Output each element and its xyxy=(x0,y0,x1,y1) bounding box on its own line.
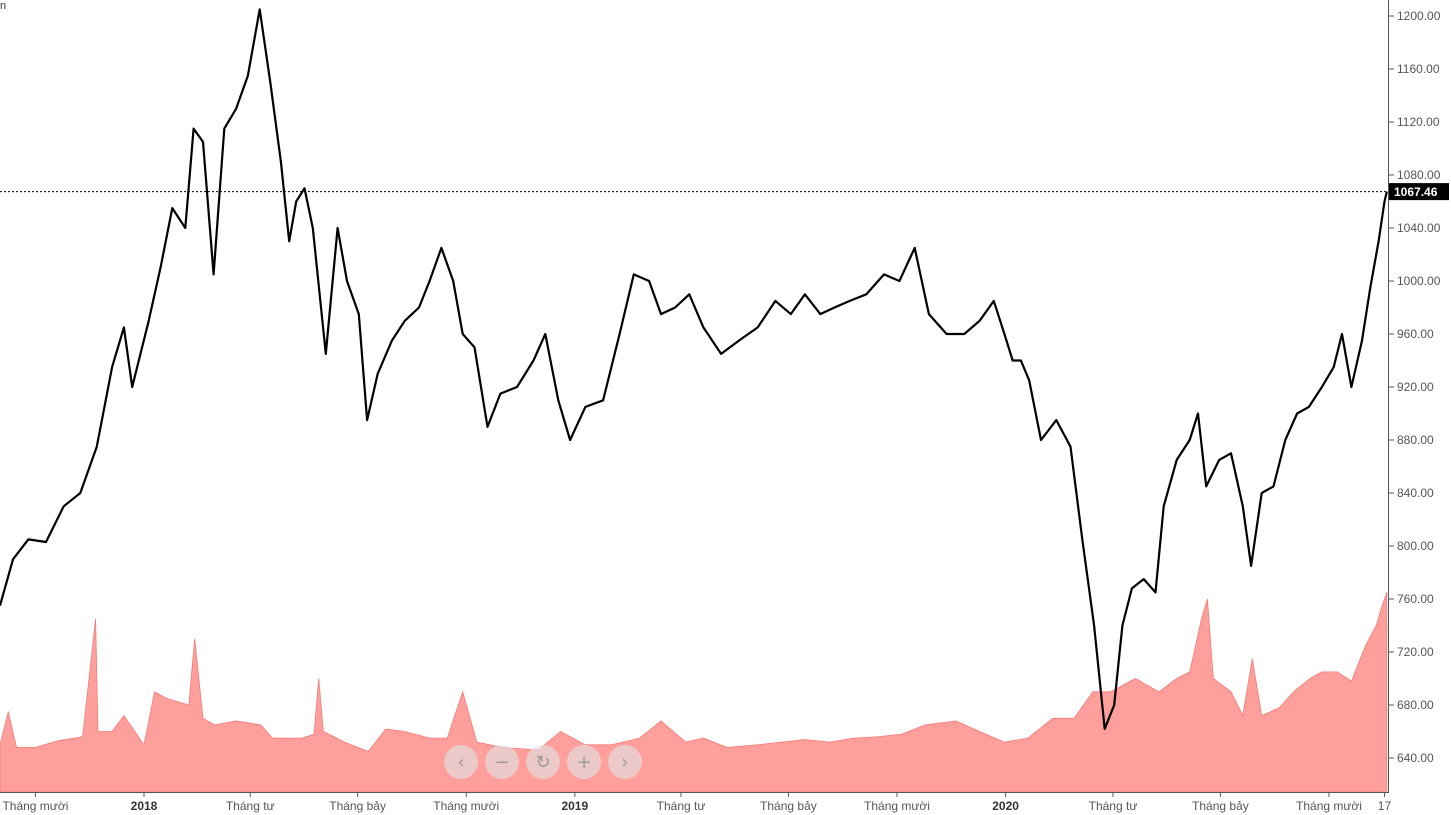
last-value-badge xyxy=(1389,183,1449,201)
x-tick-label: 2020 xyxy=(992,799,1019,813)
x-tick-label: 17 xyxy=(1378,799,1392,813)
x-tick-label: Tháng bảy xyxy=(1192,799,1249,813)
refresh-icon: ↻ xyxy=(535,751,551,773)
y-tick-label: 1000.00 xyxy=(1397,274,1441,288)
x-tick-label: Tháng tư xyxy=(657,799,706,813)
corner-label: n xyxy=(0,0,7,12)
chevron-left-icon: ‹ xyxy=(457,751,465,773)
x-tick-label: Tháng mười xyxy=(433,799,499,813)
x-tick-label: Tháng mười xyxy=(864,799,930,813)
x-tick-label: Tháng mười xyxy=(1296,799,1362,813)
y-tick-label: 680.00 xyxy=(1397,698,1434,712)
plus-icon: + xyxy=(576,751,592,773)
price-line xyxy=(0,8,1388,730)
y-tick-label: 800.00 xyxy=(1397,539,1434,553)
x-tick-label: Tháng mười xyxy=(2,799,68,813)
reset-button[interactable]: ↻ xyxy=(526,745,560,779)
y-tick-label: 840.00 xyxy=(1397,486,1434,500)
y-tick-label: 960.00 xyxy=(1397,327,1434,341)
zoom-out-button[interactable]: − xyxy=(485,745,519,779)
y-tick-label: 1080.00 xyxy=(1397,168,1441,182)
chart-navigation: ‹ − ↻ + › xyxy=(444,745,642,779)
scroll-right-button[interactable]: › xyxy=(608,745,642,779)
x-tick-label: Tháng bảy xyxy=(329,799,386,813)
y-tick-label: 1040.00 xyxy=(1397,221,1441,235)
y-tick-label: 1200.00 xyxy=(1397,9,1441,23)
y-tick-label: 920.00 xyxy=(1397,380,1434,394)
chevron-right-icon: › xyxy=(621,751,629,773)
y-tick-label: 640.00 xyxy=(1397,751,1434,765)
area-series xyxy=(0,592,1388,793)
y-tick-label: 880.00 xyxy=(1397,433,1434,447)
y-tick-label: 1160.00 xyxy=(1397,62,1440,76)
zoom-in-button[interactable]: + xyxy=(567,745,601,779)
y-tick-label: 1120.00 xyxy=(1397,115,1440,129)
x-tick-label: Tháng tư xyxy=(226,799,275,813)
last-value-label: 1067.46 xyxy=(1394,185,1438,199)
scroll-left-button[interactable]: ‹ xyxy=(444,745,478,779)
y-tick-label: 720.00 xyxy=(1397,645,1434,659)
minus-icon: − xyxy=(494,751,510,773)
x-tick-label: 2018 xyxy=(131,799,158,813)
x-tick-label: Tháng bảy xyxy=(760,799,817,813)
y-tick-label: 760.00 xyxy=(1397,592,1434,606)
x-tick-label: Tháng tư xyxy=(1089,799,1138,813)
x-tick-label: 2019 xyxy=(561,799,588,813)
